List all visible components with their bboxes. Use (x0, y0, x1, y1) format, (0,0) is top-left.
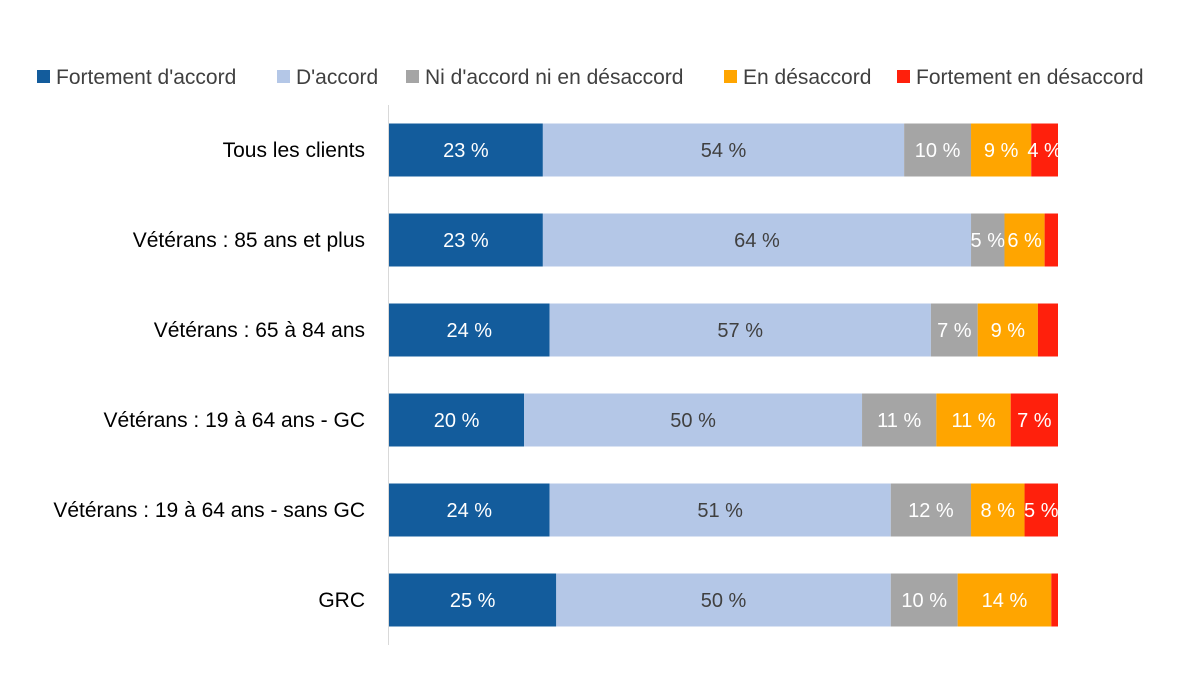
bar-segment (1037, 303, 1058, 357)
data-label: 11 % (951, 410, 995, 432)
legend-item: Fortement d'accord (37, 66, 236, 89)
bar-segment (542, 213, 972, 267)
legend-label: En désaccord (743, 66, 871, 89)
legend-swatch (277, 70, 290, 83)
data-label: 5 % (971, 230, 1006, 252)
data-label: 24 % (446, 500, 492, 522)
bar-row: 24 % 51 % 12 % 8 % 5 % (389, 483, 1059, 537)
data-label: 64 % (734, 230, 780, 252)
bar-segment (389, 483, 550, 537)
bar-segment (862, 393, 937, 447)
bar-row: 24 % 57 % 7 % 9 % (389, 303, 1058, 357)
legend-label: Fortement en désaccord (916, 66, 1144, 89)
data-label: 8 % (981, 500, 1016, 522)
legend-label: Ni d'accord ni en désaccord (425, 66, 683, 89)
bar-segment (1024, 483, 1058, 537)
bar-segment (971, 213, 1005, 267)
bar-segment (890, 573, 958, 627)
bar-row: 23 % 54 % 10 % 9 % 4 % (389, 123, 1062, 177)
bar-segment (549, 303, 931, 357)
data-label: 51 % (697, 500, 743, 522)
legend-item: Ni d'accord ni en désaccord (406, 66, 683, 89)
bar-segment (549, 483, 891, 537)
legend-swatch (406, 70, 419, 83)
data-label: 11 % (877, 410, 921, 432)
bar-segment (930, 303, 978, 357)
bar-segment (957, 573, 1052, 627)
data-label: 9 % (984, 140, 1019, 162)
legend-swatch (724, 70, 737, 83)
data-label: 7 % (937, 320, 972, 342)
category-label: Vétérans : 65 à 84 ans (154, 319, 365, 342)
data-label: 7 % (1017, 410, 1052, 432)
bar-segment (890, 483, 972, 537)
legend-label: D'accord (296, 66, 378, 89)
legend-item: D'accord (277, 66, 378, 89)
legend-swatch (897, 70, 910, 83)
data-label: 57 % (717, 320, 763, 342)
legend-item: En désaccord (724, 66, 871, 89)
legend: Fortement d'accord D'accord Ni d'accord ni… (37, 66, 1144, 89)
bar-segment (389, 393, 525, 447)
data-label: 50 % (701, 590, 747, 612)
bar-segment (524, 393, 863, 447)
bar-segment (971, 483, 1025, 537)
category-label: Vétérans : 85 ans et plus (133, 229, 365, 252)
data-label: 23 % (443, 140, 489, 162)
bar-row: 20 % 50 % 11 % 11 % 7 % (389, 393, 1058, 447)
legend-label: Fortement d'accord (56, 66, 236, 89)
data-label: 6 % (1007, 230, 1042, 252)
data-label: 9 % (991, 320, 1026, 342)
bar-segment (904, 123, 972, 177)
bar-segment (1051, 573, 1058, 627)
data-label: 23 % (443, 230, 489, 252)
data-label: 10 % (901, 590, 947, 612)
bar-segment (389, 213, 543, 267)
data-label: 4 % (1027, 140, 1062, 162)
bar-segment (936, 393, 1011, 447)
bar-segment (1031, 123, 1058, 177)
category-label: GRC (318, 589, 365, 612)
bar-segment (542, 123, 905, 177)
legend-item: Fortement en désaccord (897, 66, 1144, 89)
data-label: 5 % (1024, 500, 1059, 522)
bar-segment (556, 573, 891, 627)
data-label: 50 % (670, 410, 716, 432)
bar-segment (1004, 213, 1045, 267)
data-label: 54 % (701, 140, 747, 162)
legend-swatch (37, 70, 50, 83)
bar-segment (1044, 213, 1058, 267)
data-label: 12 % (908, 500, 954, 522)
data-label: 25 % (450, 590, 496, 612)
data-label: 24 % (446, 320, 492, 342)
category-label: Vétérans : 19 à 64 ans - GC (104, 409, 365, 432)
bar-segment (971, 123, 1032, 177)
data-label: 20 % (434, 410, 480, 432)
bar-segment (1010, 393, 1058, 447)
bar-segment (389, 123, 543, 177)
category-labels: Tous les clients Vétérans : 85 ans et plu… (53, 139, 365, 612)
bars: 23 % 54 % 10 % 9 % 4 %23 % 64 % 5 % 6 %24 % 57 %… (389, 123, 1062, 627)
bar-segment (389, 303, 550, 357)
category-label: Tous les clients (223, 139, 365, 162)
bar-segment (389, 573, 557, 627)
data-label: 14 % (982, 590, 1028, 612)
bar-segment (977, 303, 1038, 357)
bar-row: 25 % 50 % 10 % 14 % (389, 573, 1058, 627)
data-label: 10 % (915, 140, 961, 162)
category-label: Vétérans : 19 à 64 ans - sans GC (53, 499, 365, 522)
bar-row: 23 % 64 % 5 % 6 % (389, 213, 1058, 267)
